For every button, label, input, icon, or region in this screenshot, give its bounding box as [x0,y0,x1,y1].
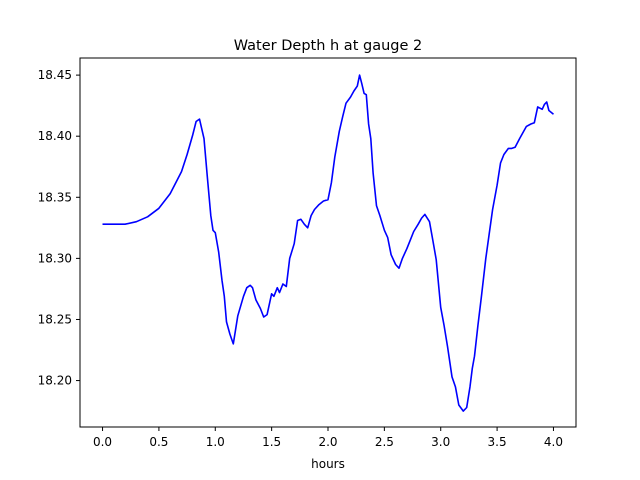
y-tick-label: 18.25 [38,312,72,326]
chart-title: Water Depth h at gauge 2 [234,38,422,54]
y-tick-label: 18.20 [38,374,72,388]
x-axis-label: hours [311,457,345,471]
x-tick-label: 3.5 [488,435,507,449]
x-tick-label: 3.0 [431,435,450,449]
x-tick-label: 2.0 [318,435,337,449]
plot-area [79,57,577,428]
x-tick-label: 0.5 [149,435,168,449]
x-axis: 0.0 0.5 1.0 1.5 2.0 2.5 3.0 3.5 4.0 [93,427,563,449]
y-axis: 18.20 18.25 18.30 18.35 18.40 18.45 [38,68,80,388]
x-tick-label: 1.0 [206,435,225,449]
x-tick-label: 2.5 [375,435,394,449]
x-tick-label: 1.5 [262,435,281,449]
series-line-water-depth [102,74,555,412]
x-tick-label: 0.0 [93,435,112,449]
y-tick-label: 18.35 [38,190,72,204]
y-tick-label: 18.40 [38,129,72,143]
y-tick-label: 18.30 [38,251,72,265]
y-tick-label: 18.45 [38,68,72,82]
x-tick-label: 4.0 [544,435,563,449]
